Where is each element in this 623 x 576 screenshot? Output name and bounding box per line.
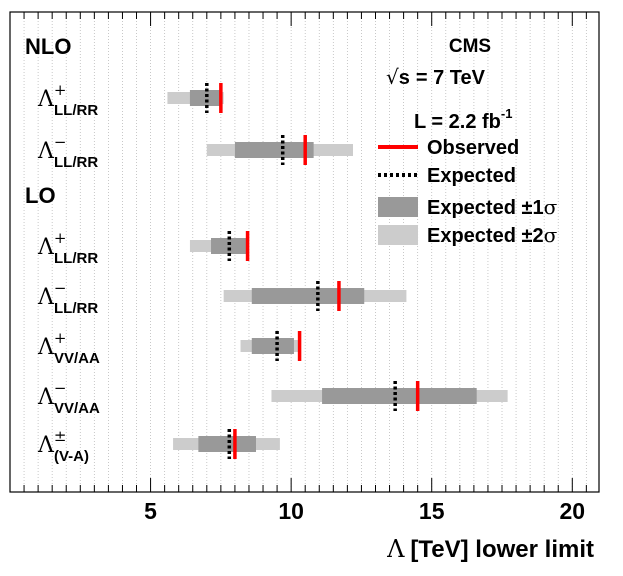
row-label-sup: + — [54, 229, 67, 247]
limit-row — [223, 281, 407, 311]
row-label-sub: VV/AA — [54, 350, 100, 367]
sigma1-band — [251, 288, 365, 304]
row-label: Λ− LL/RR — [37, 279, 98, 317]
row-label-symbol: Λ — [37, 335, 55, 360]
gridlines — [23, 12, 587, 492]
energy-value: = 7 TeV — [416, 67, 486, 89]
legend-observed-label: Observed — [427, 137, 519, 159]
energy-label: √s = 7 TeV — [386, 65, 486, 89]
row-label: Λ± (V-A) — [37, 427, 89, 465]
legend-sigma2-label: Expected ±2σ — [427, 223, 558, 247]
row-label-sub: LL/RR — [54, 300, 98, 317]
row-label-sub: (V-A) — [54, 448, 89, 465]
experiment-label: CMS — [449, 36, 491, 57]
energy-variable: s — [399, 67, 410, 89]
sigma1-band — [211, 238, 247, 254]
x-tick-label: 20 — [559, 498, 585, 524]
section-label-lo: LO — [25, 183, 56, 208]
row-label: Λ− VV/AA — [37, 379, 100, 417]
row-label-symbol: Λ — [37, 139, 55, 164]
sqrt-symbol: √ — [386, 65, 399, 89]
row-label-sub: LL/RR — [54, 250, 98, 267]
row-label-sup: − — [54, 279, 67, 297]
info-block: CMS √s = 7 TeV L = 2.2 fb-1 — [386, 36, 512, 133]
legend: Observed Expected Expected ±1σ Expected … — [378, 137, 558, 247]
limit-row — [167, 83, 224, 113]
row-label-symbol: Λ — [37, 433, 55, 458]
x-tick-label: 10 — [278, 498, 304, 524]
x-axis-title: Λ [TeV] lower limit — [386, 535, 594, 563]
x-axis-title-text: [TeV] lower limit — [410, 536, 594, 563]
limit-row — [206, 135, 353, 165]
row-label: Λ− LL/RR — [37, 133, 98, 171]
legend-sigma1-symbol: σ — [544, 195, 558, 219]
luminosity-value: L = 2.2 fb — [414, 111, 501, 133]
limit-row — [271, 381, 508, 411]
sigma1-band — [189, 90, 220, 106]
row-label-symbol: Λ — [37, 385, 55, 410]
x-axis-ticks — [23, 12, 587, 492]
legend-sigma2-text: Expected ±2 — [427, 225, 544, 247]
x-tick-label: 15 — [419, 498, 445, 524]
sigma1-band — [251, 338, 294, 354]
sigma1-band — [322, 388, 477, 404]
row-label-sup: + — [54, 329, 67, 347]
sigma1-band — [198, 436, 257, 452]
legend-sigma1-label: Expected ±1σ — [427, 195, 558, 219]
row-label: Λ+ VV/AA — [37, 329, 100, 367]
row-label-sup: − — [54, 133, 67, 151]
limit-row — [240, 331, 302, 361]
luminosity-exponent: -1 — [501, 106, 513, 121]
limit-row — [189, 231, 250, 261]
legend-sigma2-symbol: σ — [544, 223, 558, 247]
x-axis-title-symbol: Λ — [386, 535, 405, 563]
x-axis-tick-labels: 5 10 15 20 — [144, 498, 585, 524]
row-label-sup: ± — [54, 427, 67, 445]
x-tick-label: 5 — [144, 498, 157, 524]
row-label-sub: LL/RR — [54, 154, 98, 171]
row-label-symbol: Λ — [37, 87, 55, 112]
legend-expected-label: Expected — [427, 165, 516, 187]
legend-sigma2-swatch — [378, 225, 418, 245]
row-labels: Λ+ LL/RRΛ− LL/RRΛ+ LL/RRΛ− LL/RRΛ+ VV/AAΛ− VV/… — [37, 81, 100, 465]
luminosity-label: L = 2.2 fb-1 — [414, 106, 512, 133]
row-label: Λ+ LL/RR — [37, 81, 98, 119]
legend-sigma1-text: Expected ±1 — [427, 197, 544, 219]
row-label-sub: LL/RR — [54, 102, 98, 119]
row-label-sub: VV/AA — [54, 400, 100, 417]
row-label-sup: − — [54, 379, 67, 397]
row-label: Λ+ LL/RR — [37, 229, 98, 267]
limit-bars — [167, 83, 508, 459]
sigma1-band — [234, 142, 314, 158]
plot-frame — [9, 11, 600, 493]
legend-sigma1-swatch — [378, 197, 418, 217]
limit-row — [173, 429, 280, 459]
row-label-sup: + — [54, 81, 67, 99]
row-label-symbol: Λ — [37, 235, 55, 260]
section-label-nlo: NLO — [25, 34, 71, 59]
row-label-symbol: Λ — [37, 285, 55, 310]
